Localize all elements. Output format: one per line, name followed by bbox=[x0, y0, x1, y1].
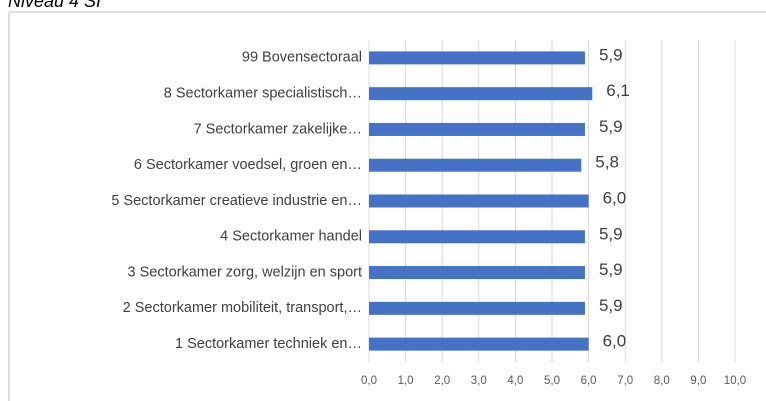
x-tick-label: 8,0 bbox=[654, 375, 670, 387]
chart-title: Niveau 4 SI bbox=[8, 0, 101, 11]
x-tick-label: 2,0 bbox=[434, 375, 450, 387]
bar bbox=[369, 87, 593, 101]
y-tick-label: 7 Sectorkamer zakelijke… bbox=[194, 121, 362, 137]
value-label: 5,9 bbox=[599, 224, 623, 243]
y-tick-label: 99 Bovensectoraal bbox=[242, 50, 362, 66]
y-tick-label: 4 Sectorkamer handel bbox=[220, 229, 362, 245]
value-label: 5,9 bbox=[599, 45, 623, 64]
bar bbox=[369, 194, 589, 208]
y-tick-label: 8 Sectorkamer specialistisch… bbox=[164, 85, 362, 101]
bar bbox=[369, 337, 589, 351]
x-tick-label: 4,0 bbox=[507, 375, 523, 387]
y-tick-label: 2 Sectorkamer mobiliteit, transport,… bbox=[123, 300, 362, 316]
value-label: 5,9 bbox=[599, 296, 623, 315]
x-tick-label: 3,0 bbox=[471, 375, 487, 387]
y-tick-label: 3 Sectorkamer zorg, welzijn en sport bbox=[127, 264, 362, 280]
value-label: 5,8 bbox=[595, 153, 619, 172]
value-label: 5,9 bbox=[599, 260, 623, 279]
y-tick-label: 1 Sectorkamer techniek en… bbox=[175, 336, 362, 352]
bar bbox=[369, 51, 585, 65]
bar bbox=[369, 230, 585, 244]
x-tick-label: 7,0 bbox=[617, 375, 633, 387]
y-tick-label: 6 Sectorkamer voedsel, groen en… bbox=[134, 157, 362, 173]
x-tick-label: 9,0 bbox=[690, 375, 706, 387]
x-tick-label: 0,0 bbox=[361, 375, 377, 387]
value-label: 6,0 bbox=[603, 188, 627, 207]
bar bbox=[369, 122, 585, 136]
bar bbox=[369, 266, 585, 280]
value-label: 6,0 bbox=[603, 332, 627, 351]
bar bbox=[369, 301, 585, 315]
y-tick-label: 5 Sectorkamer creatieve industrie en… bbox=[111, 193, 362, 209]
x-tick-label: 6,0 bbox=[581, 375, 597, 387]
value-label: 5,9 bbox=[599, 117, 623, 136]
x-tick-label: 1,0 bbox=[398, 375, 414, 387]
x-tick-label: 5,0 bbox=[544, 375, 560, 387]
bar bbox=[369, 158, 582, 172]
x-tick-label: 10,0 bbox=[724, 375, 746, 387]
value-label: 6,1 bbox=[606, 81, 630, 100]
